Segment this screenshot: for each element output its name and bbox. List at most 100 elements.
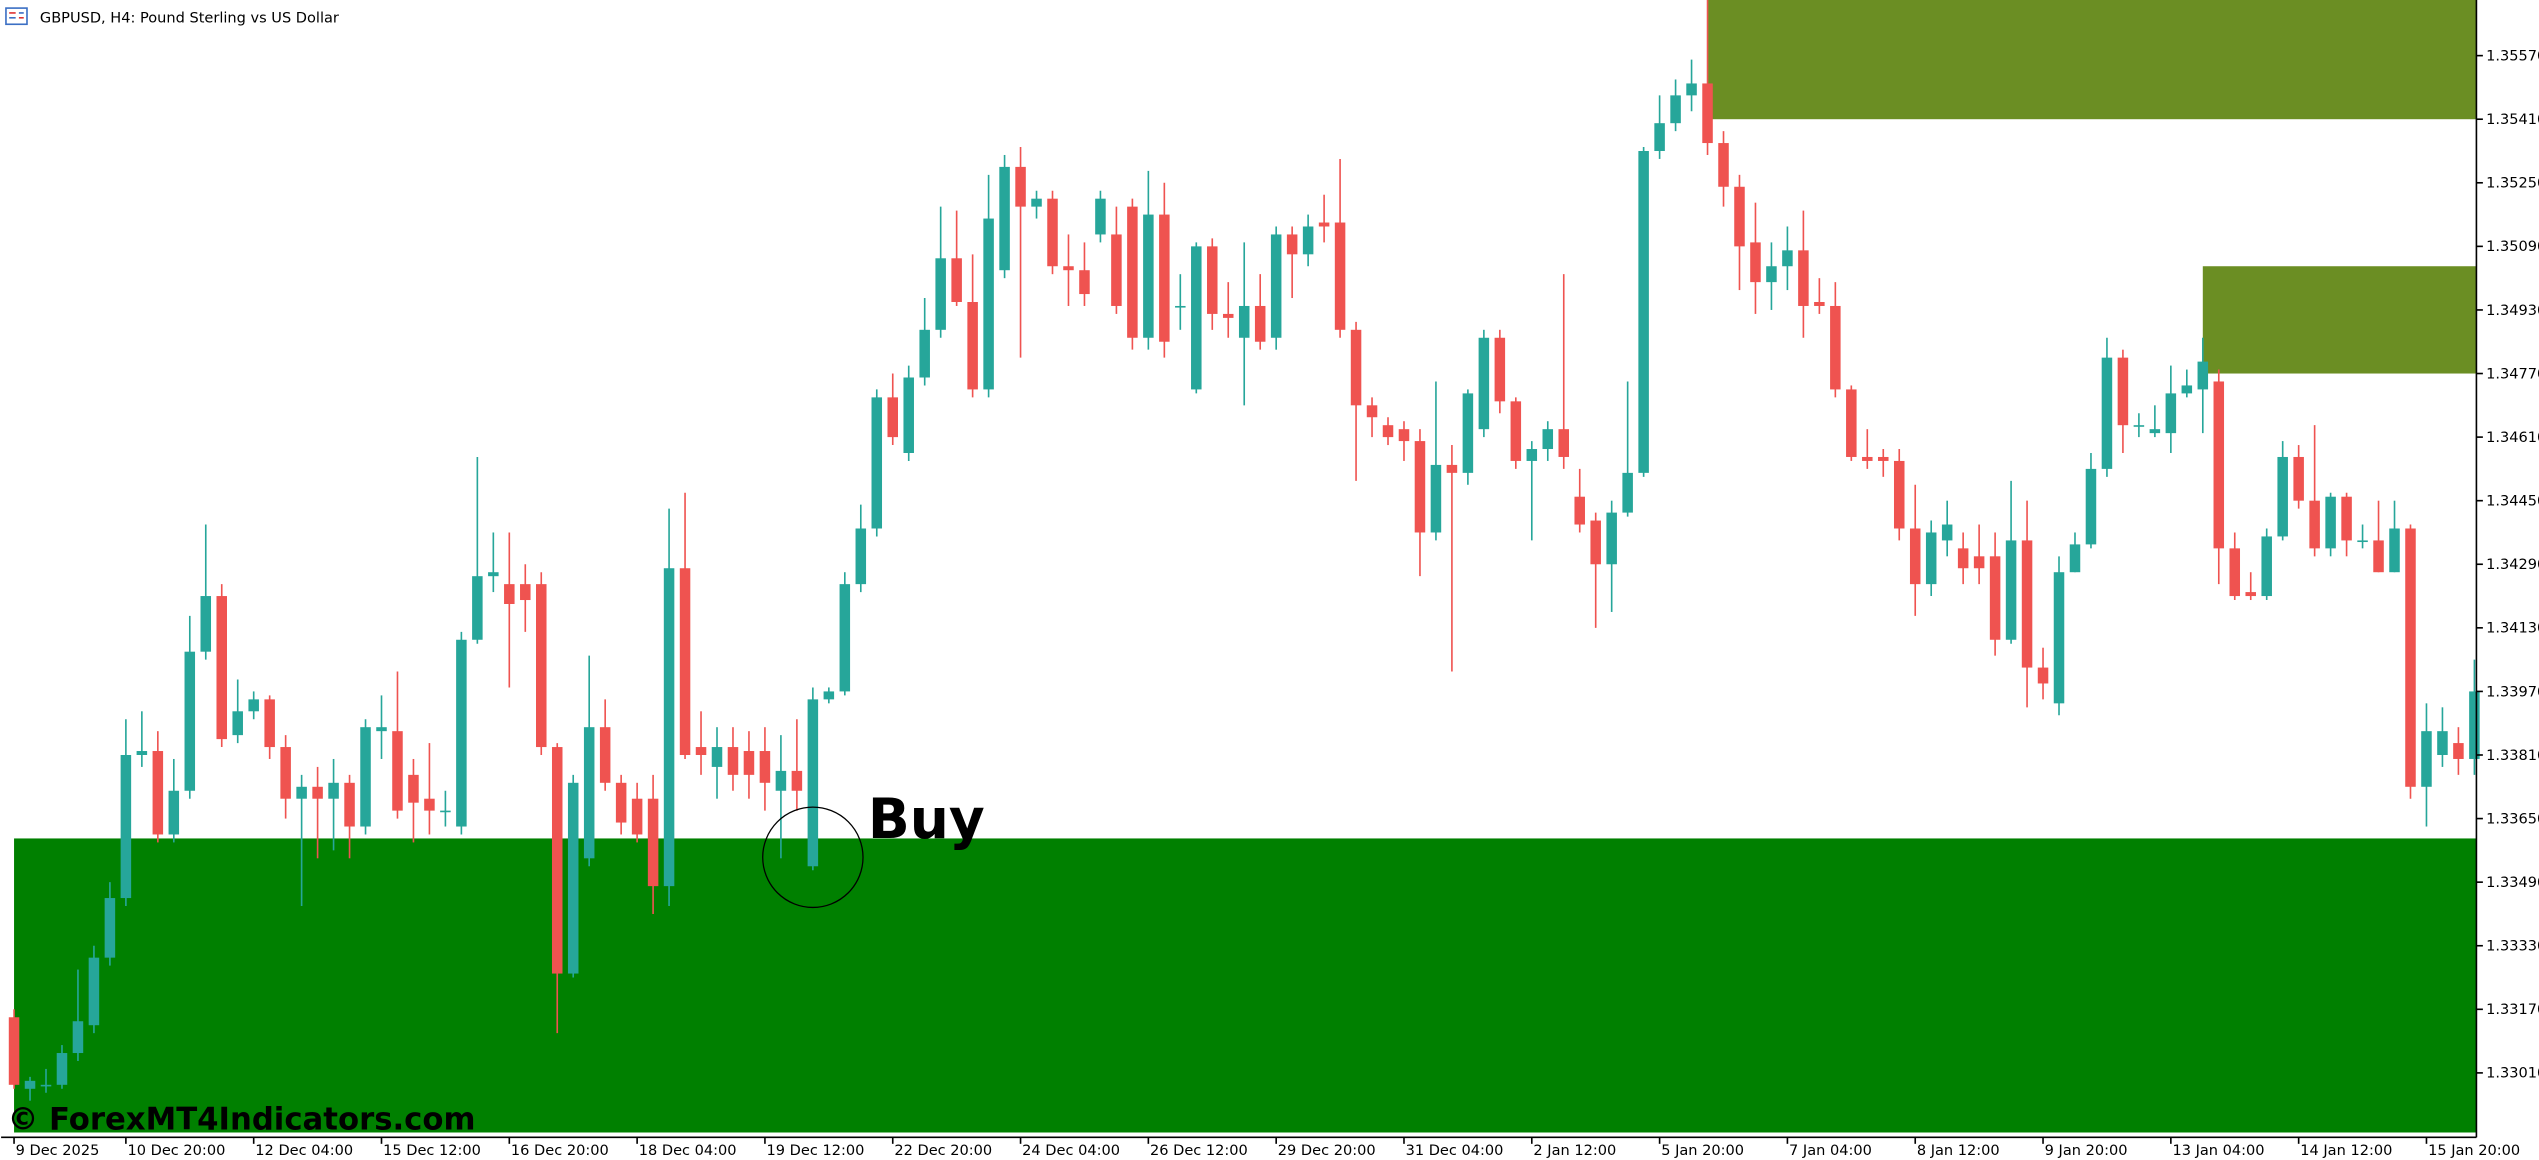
- candle-body: [136, 751, 148, 755]
- candle-body: [695, 747, 707, 755]
- candle-body: [40, 1084, 52, 1087]
- candle-body: [1638, 150, 1649, 473]
- candle-body: [1526, 449, 1538, 461]
- candle-body: [551, 747, 563, 974]
- candle-body: [2469, 691, 2480, 759]
- candle-body: [1542, 429, 1554, 450]
- candle-body: [536, 584, 547, 748]
- x-tick-label: 7 Jan 04:00: [1789, 1142, 1872, 1159]
- x-tick-label: 9 Dec 2025: [16, 1142, 100, 1159]
- y-tick-label: 1.33650: [2486, 810, 2539, 827]
- candle-body: [1606, 512, 1617, 565]
- candle-body: [1734, 186, 1745, 247]
- y-tick-label: 1.34610: [2486, 429, 2539, 446]
- candle-body: [1302, 226, 1314, 255]
- symbol-icon: [5, 7, 28, 26]
- candle-body: [1909, 528, 1921, 585]
- y-tick-label: 1.33810: [2486, 747, 2539, 764]
- candle-body: [440, 810, 451, 813]
- candle-body: [1510, 401, 1522, 461]
- candle-body: [1590, 520, 1601, 565]
- candle-body: [88, 957, 100, 1026]
- candle-body: [2309, 500, 2320, 549]
- y-tick-label: 1.34930: [2486, 302, 2539, 319]
- candle-body: [1654, 123, 1665, 151]
- candle-body: [855, 528, 867, 585]
- candle-body: [424, 798, 435, 811]
- candle-body: [104, 898, 116, 958]
- candle-body: [2181, 385, 2193, 394]
- candle-body: [2069, 544, 2081, 573]
- candle-body: [24, 1080, 36, 1089]
- candle-body: [935, 258, 946, 330]
- candle-body: [791, 770, 803, 791]
- axes: 1.33010 1.33170 1.33330 1.33490 1.33650 1.338…: [13, 47, 2539, 1159]
- candle-body: [360, 727, 371, 827]
- candle-body: [1047, 198, 1058, 267]
- candle-body: [2421, 731, 2432, 787]
- candle-body: [1350, 329, 1362, 406]
- x-tick-label: 2 Jan 12:00: [1533, 1142, 1616, 1159]
- candle-body: [1398, 429, 1410, 442]
- candle-body: [328, 782, 339, 799]
- candle-body: [2293, 456, 2304, 501]
- candle-body: [1430, 464, 1442, 533]
- x-tick-label: 31 Dec 04:00: [1406, 1142, 1504, 1159]
- zones: [14, 0, 2477, 1133]
- candle-body: [1973, 556, 1985, 569]
- candle-body: [2117, 357, 2129, 426]
- zone: [2202, 266, 2477, 374]
- signal-circle: [762, 806, 864, 909]
- candle-body: [2405, 528, 2416, 787]
- candle-body: [232, 711, 243, 736]
- candle-body: [2101, 357, 2113, 469]
- candle-body: [1814, 301, 1825, 306]
- candle-body: [1957, 548, 1969, 569]
- candle-body: [727, 747, 739, 775]
- candle-body: [2085, 468, 2097, 545]
- candle-body: [663, 568, 675, 887]
- x-tick-label: 8 Jan 12:00: [1917, 1142, 2000, 1159]
- candle-body: [408, 774, 419, 803]
- candle-body: [903, 377, 914, 453]
- candle-body: [1175, 305, 1186, 308]
- candle-body: [280, 747, 291, 799]
- candle-body: [1031, 198, 1042, 207]
- candle-body: [1207, 246, 1218, 314]
- candles: [8, 0, 2480, 1101]
- candle-body: [1478, 337, 1490, 430]
- candle-body: [1925, 532, 1937, 585]
- candle-body: [2149, 429, 2161, 434]
- candle-body: [2453, 743, 2464, 759]
- candle-body: [583, 727, 595, 859]
- candle-body: [2437, 731, 2448, 755]
- y-tick-label: 1.33330: [2486, 938, 2539, 955]
- x-tick-label: 14 Jan 12:00: [2300, 1142, 2392, 1159]
- candle-body: [999, 166, 1010, 271]
- y-tick-label: 1.33010: [2486, 1065, 2539, 1082]
- candle-body: [1702, 83, 1713, 144]
- candle-body: [1862, 456, 1873, 461]
- candle-body: [1366, 405, 1378, 418]
- x-tick-label: 9 Jan 20:00: [2045, 1142, 2128, 1159]
- candle-body: [1334, 222, 1346, 330]
- candle-body: [2213, 381, 2225, 549]
- candle-body: [1446, 464, 1458, 473]
- y-tick-label: 1.35090: [2486, 238, 2539, 255]
- candle-body: [1159, 214, 1170, 342]
- y-tick-label: 1.35570: [2486, 47, 2539, 64]
- candle-body: [1063, 266, 1074, 271]
- candle-body: [567, 782, 579, 974]
- candle-body: [1270, 234, 1282, 338]
- candle-body: [647, 798, 659, 887]
- candle-body: [1286, 234, 1298, 255]
- y-tick-label: 1.33490: [2486, 874, 2539, 891]
- candle-body: [2261, 536, 2272, 597]
- candle-body: [983, 218, 994, 390]
- x-tick-label: 24 Dec 04:00: [1022, 1142, 1120, 1159]
- candle-body: [2021, 540, 2033, 668]
- candle-body: [1015, 166, 1026, 207]
- candle-body: [967, 301, 978, 390]
- signal-label: Buy: [868, 787, 985, 851]
